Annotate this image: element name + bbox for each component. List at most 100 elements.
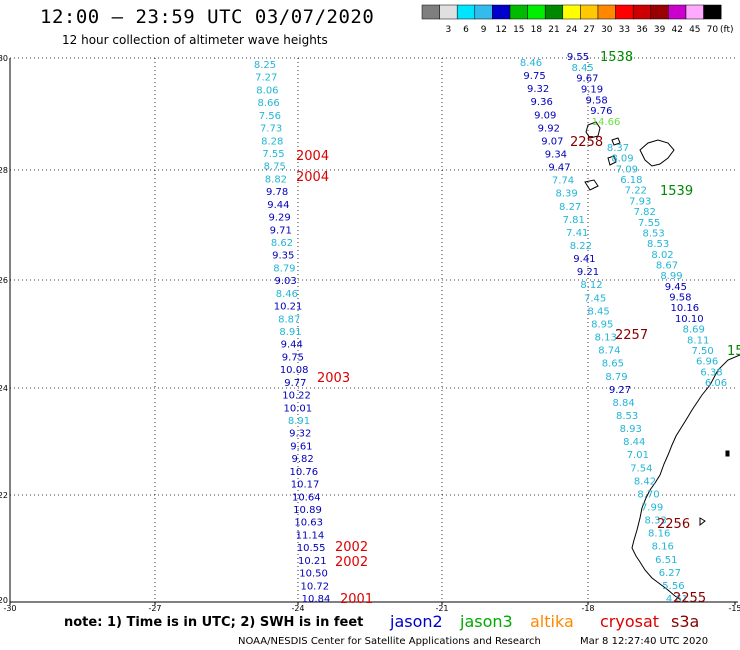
wave-height-value: 8.75 — [264, 162, 286, 173]
wave-height-value: 9.71 — [270, 225, 292, 236]
lon-label: -27 — [148, 604, 161, 613]
legend-tick-label: 33 — [619, 25, 630, 35]
wave-height-value: 10.21 — [274, 302, 303, 313]
wave-height-value: 8.33 — [645, 516, 667, 527]
wave-height-value: 10.16 — [670, 303, 699, 314]
satellite-name: cryosat — [600, 612, 659, 631]
wave-height-value: 8.66 — [258, 98, 280, 109]
pass-time-label: 2258 — [570, 135, 603, 150]
wave-height-value: 9.44 — [267, 200, 289, 211]
wave-height-value: 8.65 — [602, 359, 624, 370]
legend-swatch — [509, 4, 528, 20]
legend-tick-label: 3 — [446, 25, 452, 35]
wave-height-value: 5.56 — [662, 581, 684, 592]
legend-tick-label: 45 — [689, 25, 700, 35]
wave-height-value: 9.92 — [538, 123, 560, 134]
legend-swatch — [703, 4, 722, 20]
wave-height-value: 9.29 — [268, 213, 290, 224]
wave-height-value: 8.11 — [687, 335, 709, 346]
wave-height-value: 10.08 — [280, 365, 309, 376]
legend-swatch — [668, 4, 687, 20]
wave-height-value: 10.89 — [293, 505, 322, 516]
pass-time-label: 2257 — [615, 328, 648, 343]
wave-height-value: 8.12 — [580, 280, 602, 291]
wave-height-value: 8.53 — [616, 411, 638, 422]
wave-height-value: 7.27 — [255, 73, 277, 84]
legend-tick-label: 30 — [601, 25, 613, 35]
wave-height-value: 7.81 — [563, 215, 585, 226]
wave-height-value: 9.78 — [266, 187, 288, 198]
wave-height-value: 9.32 — [289, 429, 311, 440]
wave-height-value: 8.53 — [643, 228, 665, 239]
canary-island-4 — [584, 179, 599, 191]
coastline — [584, 121, 740, 601]
wave-height-value: 8.91 — [279, 327, 301, 338]
wave-height-value: 9.19 — [581, 85, 603, 96]
wave-height-value: 9.09 — [534, 110, 556, 121]
wave-height-value: 10.01 — [283, 403, 312, 414]
legend-swatch — [615, 4, 634, 20]
wave-height-value: 9.36 — [531, 97, 553, 108]
wave-height-value: 9.76 — [590, 106, 612, 117]
legend-swatch — [421, 4, 440, 20]
wave-height-value: 14.66 — [592, 117, 621, 128]
wave-height-value: 10.55 — [297, 543, 326, 554]
wave-height-value: 9.75 — [523, 71, 545, 82]
legend-tick-label: 39 — [654, 25, 666, 35]
wave-height-value: 10.76 — [290, 467, 319, 478]
wave-height-value: 7.50 — [692, 346, 714, 357]
wave-height-value: 8.46 — [276, 289, 298, 300]
wave-height-value: 9.34 — [545, 150, 567, 161]
wave-height-value: 8.44 — [623, 437, 645, 448]
wave-height-value: 6.18 — [620, 175, 642, 186]
satellite-legend: jason2 jason3 altika cryosat s3a — [389, 612, 699, 631]
wave-height-value: 6.27 — [659, 568, 681, 579]
legend-tick-label: 36 — [636, 25, 648, 35]
wave-height-value: 8.95 — [591, 319, 613, 330]
wave-height-value: 9.45 — [665, 282, 687, 293]
wave-height-value: 6.96 — [696, 357, 718, 368]
canary-island-1 — [639, 139, 675, 167]
wave-height-value: 9.77 — [284, 378, 306, 389]
color-legend: 3 6 9 12 15 18 21 24 27 30 33 36 39 42 45 70 (ft) — [421, 4, 734, 35]
canary-island-5 — [611, 137, 621, 146]
legend-tick-label: 12 — [495, 25, 506, 35]
legend-swatch — [632, 4, 652, 20]
footer-credit: NOAA/NESDIS Center for Satellite Applica… — [238, 636, 541, 647]
wave-height-value: 8.16 — [652, 542, 674, 553]
legend-swatch — [562, 4, 581, 20]
wave-height-value: 8.37 — [607, 143, 629, 154]
wave-height-value: 10.21 — [298, 556, 327, 567]
lon-label: -30 — [3, 604, 16, 613]
wave-height-value: 8.87 — [278, 314, 300, 325]
wave-height-value: 9.58 — [669, 293, 691, 304]
wave-height-value: 8.62 — [271, 238, 293, 249]
wave-height-value: 9.58 — [586, 95, 608, 106]
footer-note: note: 1) Time is in UTC; 2) SWH is in fe… — [64, 615, 363, 630]
wave-height-value: 7.56 — [259, 111, 281, 122]
pass-time-label: 2004 — [296, 149, 329, 164]
wave-height-value: 8.46 — [520, 58, 542, 69]
wave-height-value: 8.16 — [648, 529, 670, 540]
legend-swatch — [685, 4, 704, 20]
map-frame: 30 28 26 24 22 20-30 -27 -24 -21 -18 -15 — [0, 54, 740, 613]
wave-height-value: 8.67 — [656, 261, 678, 272]
legend-swatch — [474, 4, 493, 20]
wave-height-value: 8.27 — [559, 202, 581, 213]
wave-height-value: 7.41 — [566, 228, 588, 239]
pass-time-label: 2001 — [340, 592, 373, 607]
legend-tick-label: 70 — [707, 25, 719, 35]
wave-height-value: 9.07 — [541, 136, 563, 147]
wave-height-value: 8.06 — [256, 85, 278, 96]
legend-tick-label: 9 — [481, 25, 487, 35]
lat-label: 20 — [0, 596, 8, 605]
pass-time-label: 15 — [727, 344, 740, 359]
wave-height-value: 4.61 — [666, 594, 688, 605]
wave-height-value: 9.75 — [282, 352, 304, 363]
legend-tick-label: 42 — [671, 25, 682, 35]
lat-label: 28 — [0, 166, 8, 175]
wave-height-value: 6.38 — [700, 367, 722, 378]
wave-height-value: 9.41 — [573, 254, 595, 265]
